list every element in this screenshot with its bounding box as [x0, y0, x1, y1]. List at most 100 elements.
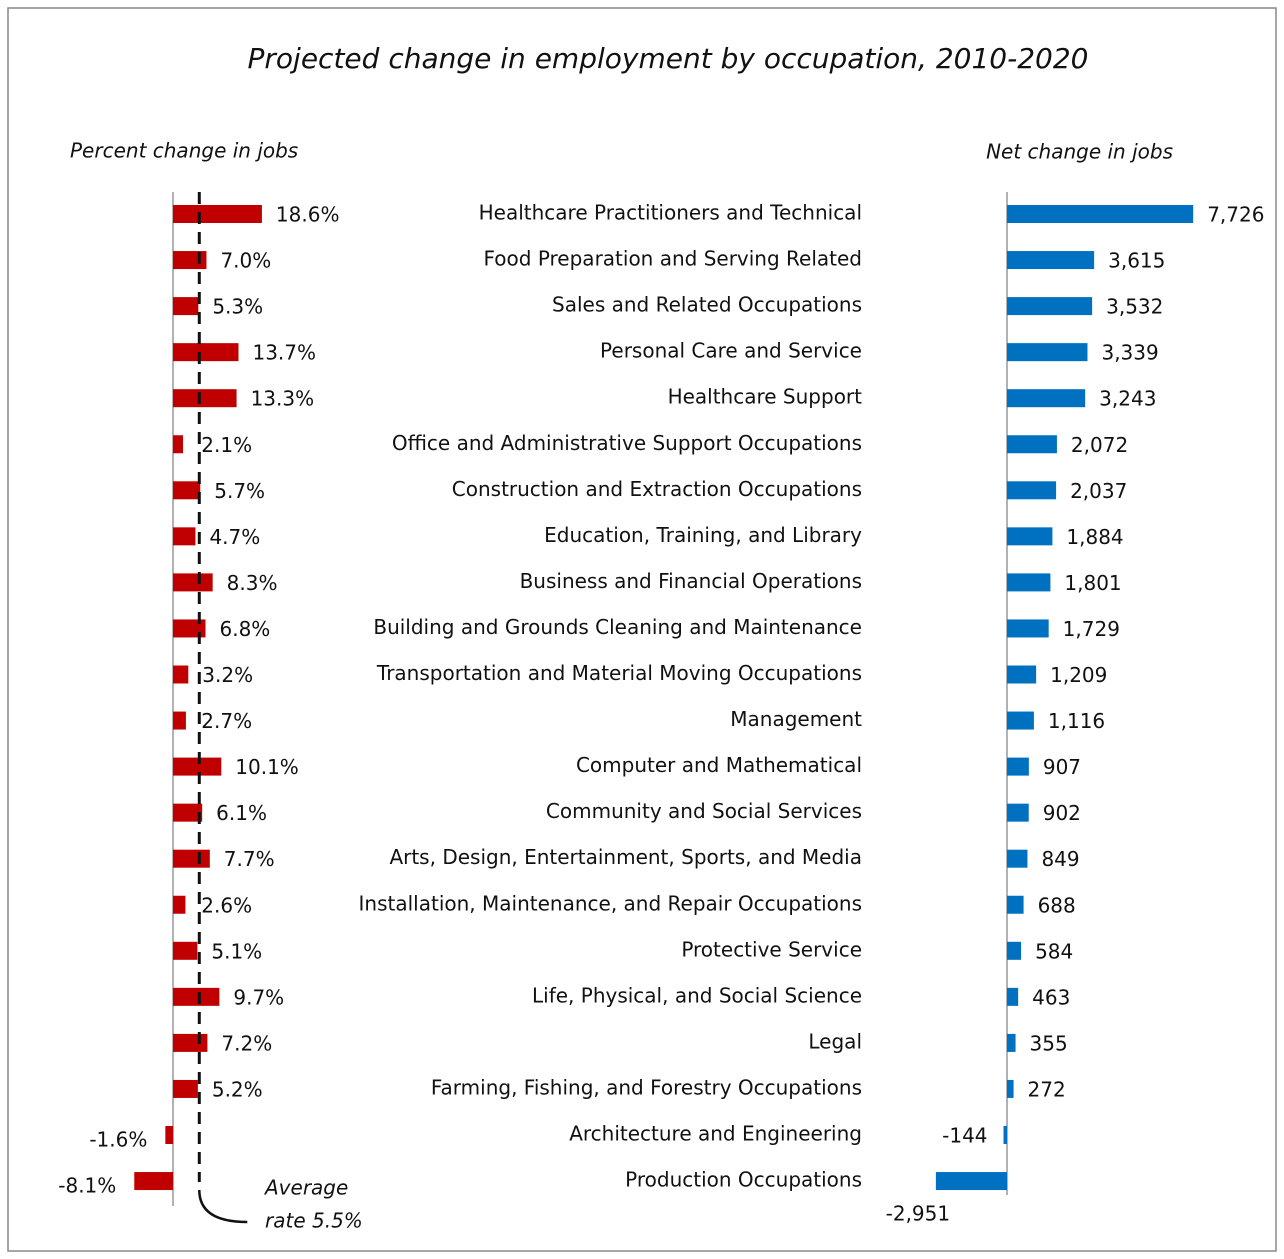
bar — [1007, 895, 1024, 914]
bar — [173, 481, 201, 500]
bar — [173, 849, 210, 868]
category-label: Architecture and Engineering — [569, 1122, 862, 1146]
value-label: -8.1% — [58, 1174, 116, 1198]
category-label: Sales and Related Occupations — [552, 293, 862, 317]
bar — [173, 987, 220, 1006]
category-label: Protective Service — [681, 937, 862, 961]
value-label: 1,884 — [1066, 525, 1123, 549]
value-label: 8.3% — [227, 571, 278, 595]
bar — [173, 205, 262, 223]
category-label: Production Occupations — [625, 1168, 862, 1192]
bar — [173, 1079, 198, 1098]
value-label: 2.1% — [201, 433, 252, 457]
category-label: Legal — [808, 1029, 862, 1053]
category-label: Installation, Maintenance, and Repair Oc… — [359, 891, 862, 915]
value-label: 849 — [1041, 847, 1079, 871]
value-label: 7.0% — [220, 249, 271, 273]
bar — [1007, 803, 1029, 822]
category-label: Business and Financial Operations — [520, 569, 862, 593]
bar — [1007, 343, 1088, 362]
value-label: 2.6% — [201, 893, 252, 917]
bar — [1007, 527, 1053, 546]
value-label: 3,339 — [1101, 341, 1158, 365]
category-label: Education, Training, and Library — [544, 523, 862, 547]
category-label: Management — [730, 707, 862, 731]
bar — [1007, 389, 1086, 408]
category-label: Office and Administrative Support Occupa… — [392, 431, 862, 455]
value-label: 2.7% — [201, 709, 252, 733]
bar — [1007, 251, 1095, 270]
bar — [173, 573, 213, 592]
bar — [173, 895, 186, 914]
value-label: 1,209 — [1050, 663, 1107, 687]
bar — [165, 1126, 173, 1144]
value-label: 13.3% — [251, 387, 315, 411]
bar — [1007, 435, 1057, 454]
category-label: Life, Physical, and Social Science — [532, 983, 862, 1007]
value-label: 7.2% — [221, 1031, 272, 1055]
bar — [173, 435, 184, 454]
bar — [1007, 1079, 1014, 1098]
value-label: 584 — [1035, 939, 1073, 963]
value-label: 3,532 — [1106, 295, 1163, 319]
bar — [1003, 1126, 1007, 1144]
category-label: Healthcare Support — [668, 385, 863, 409]
value-label: 2,037 — [1070, 479, 1127, 503]
value-label: 5.2% — [212, 1077, 263, 1101]
bar — [1007, 987, 1019, 1006]
category-label: Personal Care and Service — [600, 339, 862, 363]
value-label: 1,116 — [1048, 709, 1105, 733]
value-label: 5.1% — [211, 939, 262, 963]
value-label: 2,072 — [1071, 433, 1128, 457]
category-label: Food Preparation and Serving Related — [484, 247, 863, 271]
bar — [1007, 849, 1028, 868]
value-label: 463 — [1032, 985, 1070, 1009]
value-label: 355 — [1030, 1031, 1068, 1055]
panel-title: Percent change in jobs — [70, 139, 298, 163]
value-label: 902 — [1043, 801, 1081, 825]
bar — [1007, 619, 1049, 638]
category-label: Building and Grounds Cleaning and Mainte… — [373, 615, 862, 639]
value-label: 10.1% — [235, 755, 299, 779]
value-label: 907 — [1043, 755, 1081, 779]
bar — [173, 619, 206, 638]
bar — [1007, 573, 1051, 592]
value-label: 7.7% — [224, 847, 275, 871]
value-label: 1,729 — [1063, 617, 1120, 641]
bar — [1007, 665, 1037, 684]
bar — [173, 251, 207, 270]
category-label: Computer and Mathematical — [576, 753, 862, 777]
value-label: 3.2% — [202, 663, 253, 687]
bar — [134, 1172, 173, 1191]
annotation: rate 5.5% — [265, 1209, 363, 1233]
category-label: Transportation and Material Moving Occup… — [376, 661, 862, 685]
value-label: 18.6% — [276, 203, 340, 227]
category-label: Arts, Design, Entertainment, Sports, and… — [389, 845, 862, 869]
value-label: -2,951 — [886, 1202, 950, 1226]
bar — [173, 665, 189, 684]
bar — [1007, 757, 1029, 776]
value-label: 7,726 — [1207, 203, 1264, 227]
bar — [1007, 481, 1057, 500]
bar — [173, 527, 196, 546]
frame — [7, 7, 1277, 1252]
value-label: 4.7% — [209, 525, 260, 549]
bar — [173, 389, 237, 408]
bar — [173, 343, 239, 362]
category-label: Construction and Extraction Occupations — [452, 477, 862, 501]
bar — [935, 1172, 1007, 1191]
bar — [173, 803, 203, 822]
value-label: 5.7% — [214, 479, 265, 503]
panel-title: Net change in jobs — [986, 140, 1173, 164]
annotation-leader — [198, 1189, 248, 1224]
chart-title: Projected change in employment by occupa… — [248, 42, 1089, 75]
value-label: -144 — [942, 1124, 987, 1148]
value-label: 1,801 — [1064, 571, 1121, 595]
bar — [1007, 205, 1194, 223]
value-label: 5.3% — [212, 295, 263, 319]
category-label: Healthcare Practitioners and Technical — [479, 201, 862, 225]
bar — [173, 757, 222, 776]
bar — [1007, 297, 1093, 316]
bar — [173, 711, 186, 730]
